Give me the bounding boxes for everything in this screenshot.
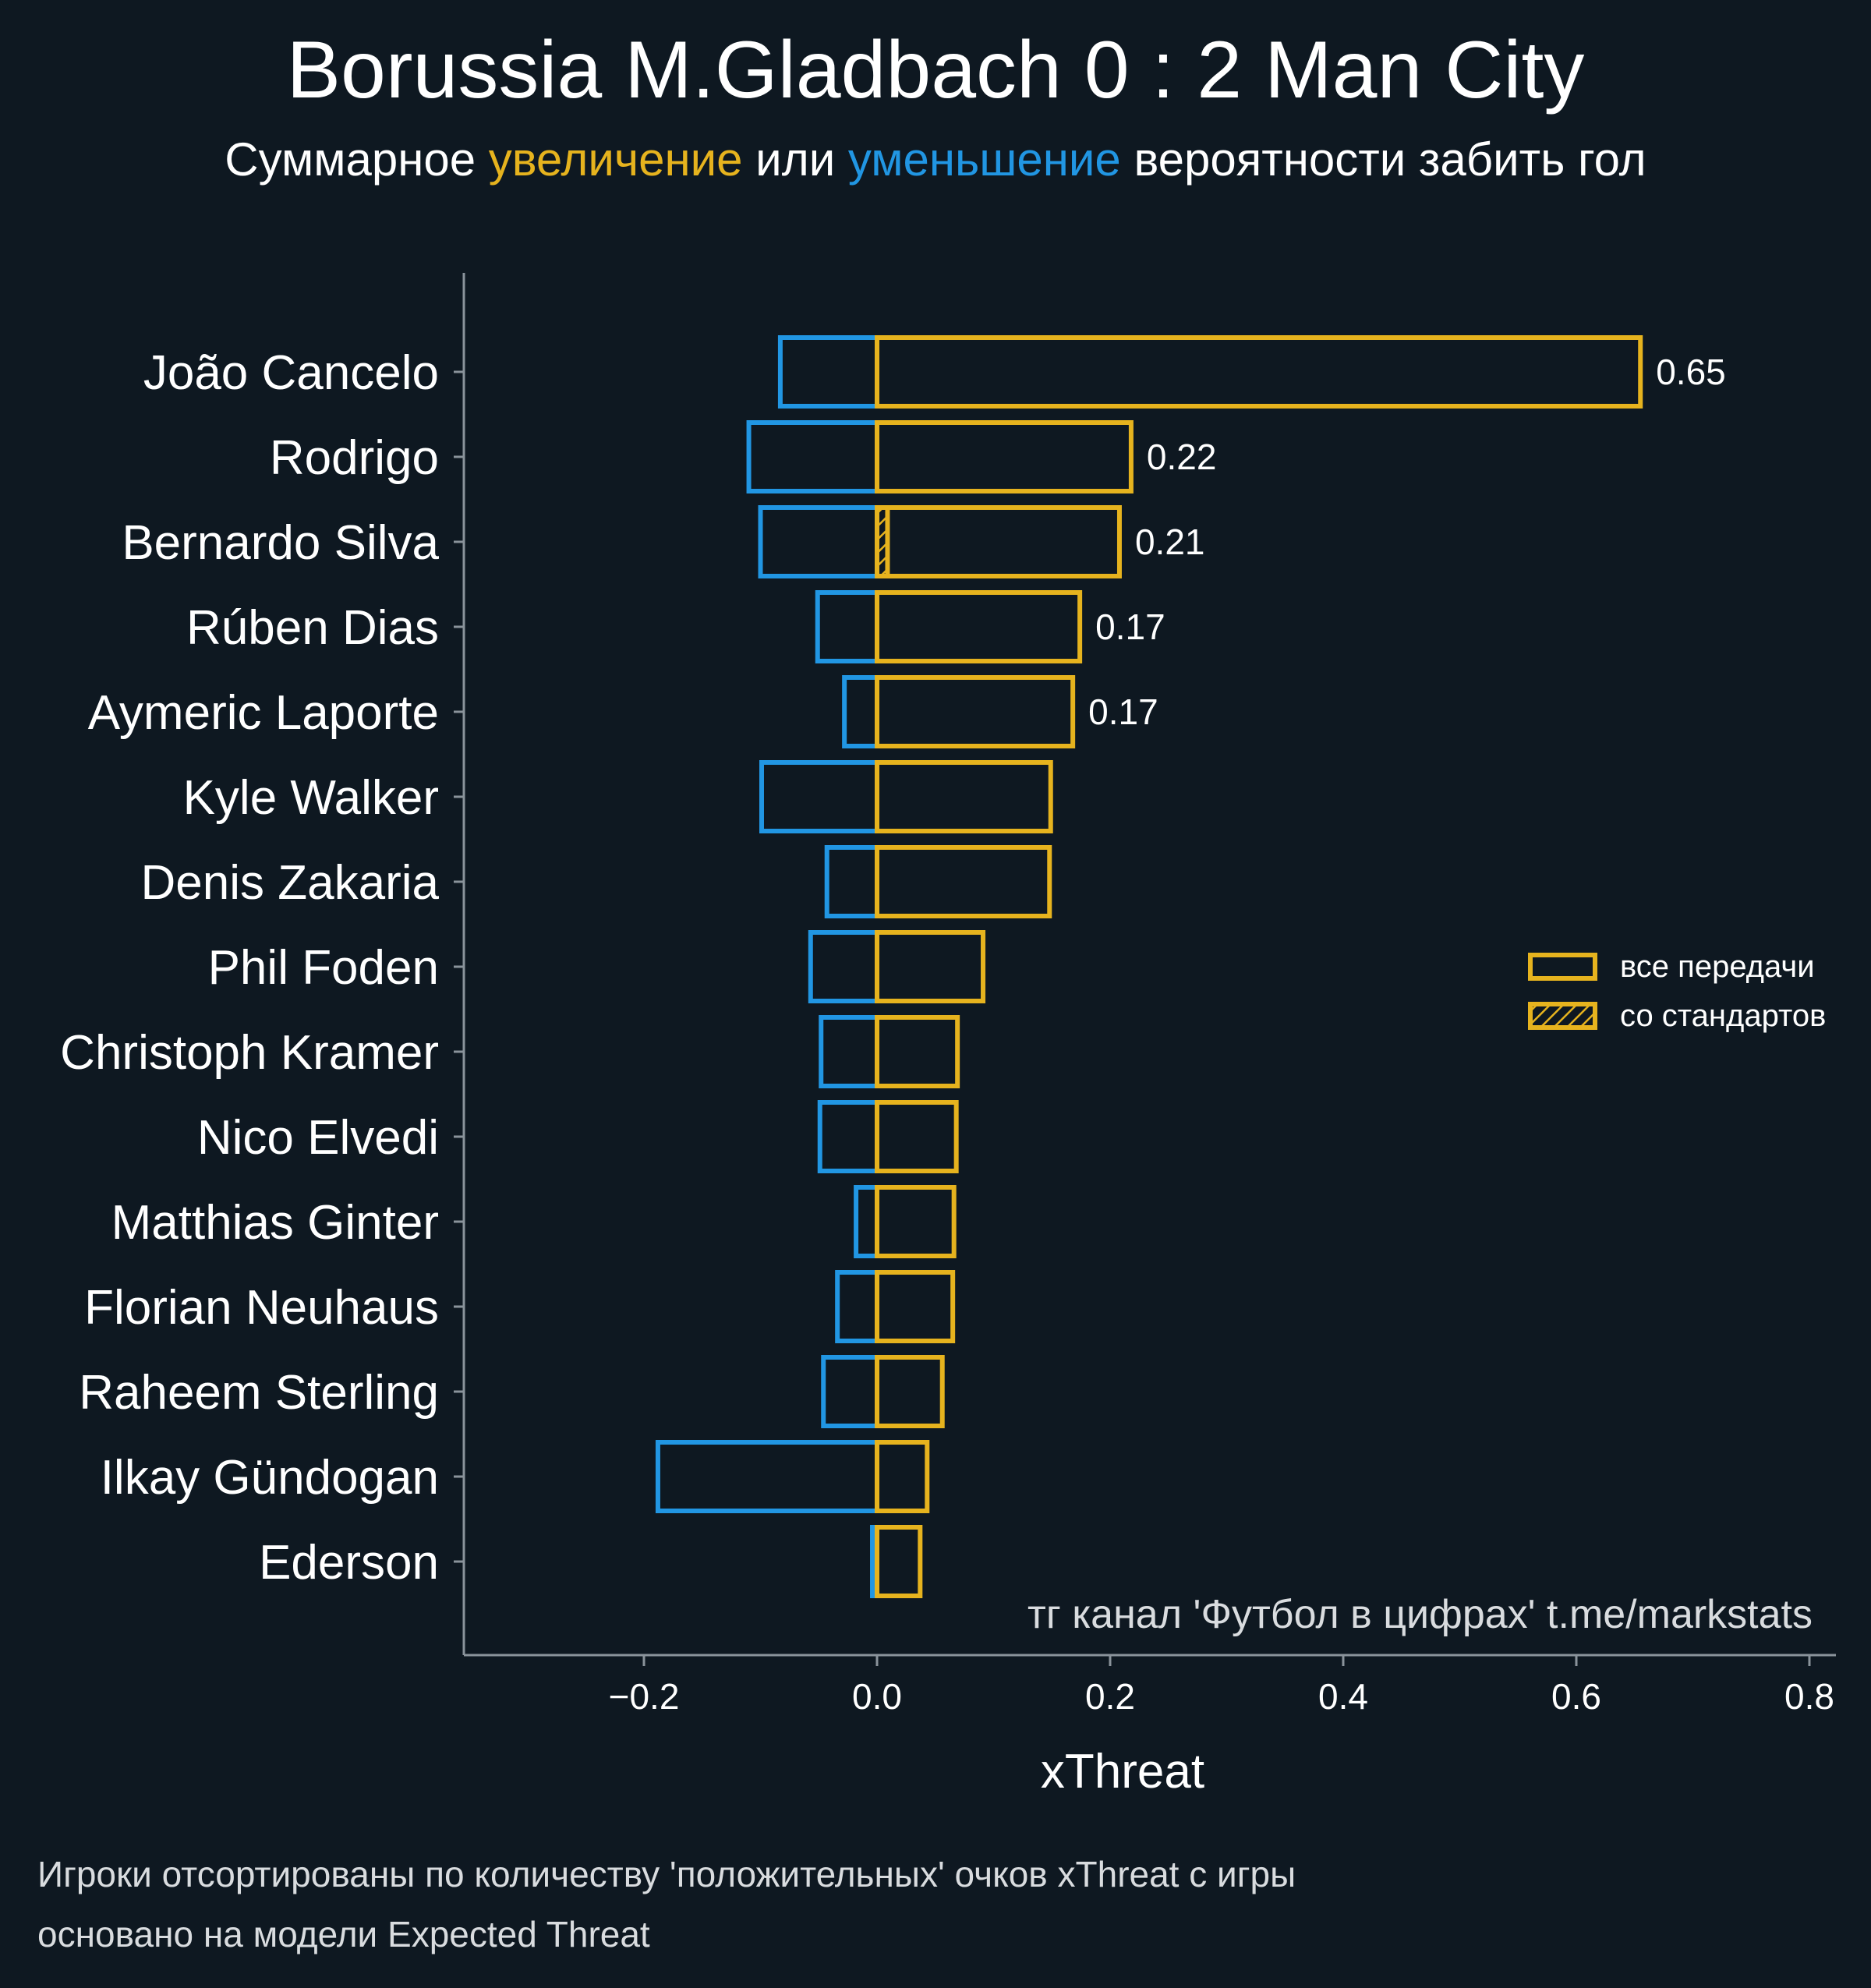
set-piece-bar	[875, 505, 890, 578]
y-tick-labels: João Cancelo Rodrigo Bernardo Silva Rúben D…	[60, 346, 464, 1590]
negative-bar	[821, 1355, 879, 1428]
footer-line-1: Игроки отсортированы по количеству 'поло…	[37, 1854, 1296, 1894]
negative-bar	[824, 845, 879, 918]
x-tick-label: 0.6	[1551, 1676, 1601, 1717]
positive-bar	[875, 845, 1052, 918]
player-label: Bernardo Silva	[122, 516, 439, 570]
chart-title: Borussia M.Gladbach 0 : 2 Man City	[287, 25, 1585, 115]
x-tick-label: 0.0	[852, 1676, 902, 1717]
negative-bar	[854, 1185, 879, 1258]
x-tick-label: 0.2	[1085, 1676, 1135, 1717]
player-label: Aymeric Laporte	[88, 686, 439, 740]
negative-bar	[815, 590, 880, 663]
negative-bar	[655, 1440, 879, 1513]
negative-bar	[759, 760, 879, 833]
legend: все передачи со стандартов	[1528, 950, 1826, 1033]
value-label: 0.17	[1095, 607, 1165, 647]
positive-bar	[875, 590, 1083, 663]
subtitle-decrease: уменьшение	[848, 133, 1121, 186]
player-label: Nico Elvedi	[197, 1111, 439, 1165]
bars-group: 0.65 0.22 0.21 0.17 0.17	[655, 335, 1726, 1598]
legend-swatch-all-passes	[1528, 953, 1597, 981]
player-label: Rúben Dias	[186, 601, 439, 655]
player-label: Denis Zakaria	[141, 856, 440, 910]
positive-bar	[875, 420, 1134, 493]
player-label: Kyle Walker	[183, 771, 439, 825]
player-label: João Cancelo	[143, 346, 439, 400]
player-label: Ederson	[259, 1536, 439, 1590]
x-tick-label: 0.4	[1318, 1676, 1368, 1717]
positive-bar	[875, 1100, 959, 1173]
negative-bar	[758, 505, 879, 578]
value-label: 0.21	[1135, 522, 1205, 562]
negative-bar	[835, 1270, 880, 1343]
negative-bar	[817, 1100, 879, 1173]
player-label: Phil Foden	[208, 941, 439, 995]
legend-swatch-set-pieces	[1528, 1002, 1597, 1030]
value-label: 0.65	[1656, 352, 1726, 392]
value-label: 0.22	[1147, 437, 1217, 477]
positive-bar	[875, 1440, 930, 1513]
negative-bar	[808, 930, 880, 1003]
positive-bar	[875, 1015, 960, 1088]
positive-bar	[875, 760, 1053, 833]
player-label: Christoph Kramer	[60, 1026, 439, 1080]
player-label: Raheem Sterling	[79, 1366, 439, 1420]
negative-bar	[842, 675, 880, 748]
subtitle-increase: увеличение	[489, 133, 743, 186]
value-label: 0.17	[1088, 692, 1158, 732]
positive-bar	[875, 505, 1122, 578]
negative-bar	[819, 1015, 879, 1088]
positive-bar	[875, 1185, 957, 1258]
positive-bar	[875, 1270, 956, 1343]
player-label: Rodrigo	[270, 431, 439, 485]
positive-bar	[875, 1355, 945, 1428]
player-label: Ilkay Gündogan	[101, 1451, 439, 1505]
x-ticks: −0.2 0.0 0.2 0.4 0.6 0.8	[609, 1655, 1834, 1717]
player-label: Matthias Ginter	[111, 1196, 439, 1250]
legend-label-set-pieces: со стандартов	[1620, 999, 1826, 1033]
player-label: Florian Neuhaus	[84, 1281, 439, 1335]
x-tick-label: −0.2	[609, 1676, 680, 1717]
subtitle-part-5: вероятности забить гол	[1134, 133, 1646, 186]
watermark: тг канал 'Футбол в цифрах' t.me/markstat…	[1027, 1592, 1813, 1637]
subtitle-part-3: или	[755, 133, 848, 186]
subtitle-part-1: Суммарное	[225, 133, 488, 186]
chart-subtitle: Суммарное увеличение или уменьшение веро…	[225, 133, 1646, 186]
positive-bar	[875, 675, 1076, 748]
footer-line-2: основано на модели Expected Threat	[37, 1914, 650, 1954]
negative-bar	[777, 335, 879, 409]
positive-bar	[875, 930, 986, 1003]
legend-label-all-passes: все передачи	[1620, 950, 1815, 984]
positive-bar	[875, 1525, 923, 1598]
negative-bar	[746, 420, 879, 493]
x-tick-label: 0.8	[1784, 1676, 1834, 1717]
positive-bar	[875, 335, 1643, 409]
x-axis-label: xThreat	[1041, 1745, 1204, 1799]
